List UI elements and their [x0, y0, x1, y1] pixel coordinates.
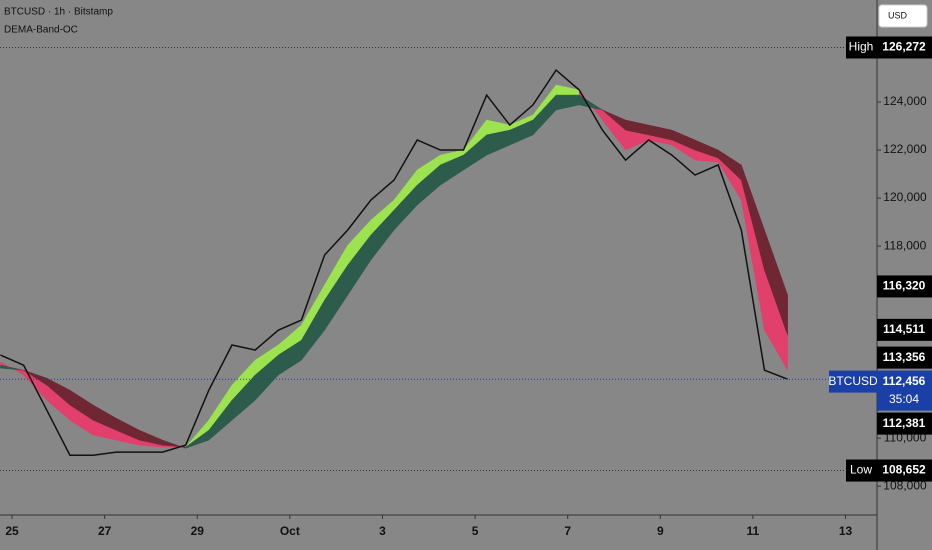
level-name: High: [849, 40, 874, 54]
level-name: Low: [850, 463, 872, 477]
x-tick-label: 11: [747, 524, 760, 538]
x-tick-label: 5: [472, 524, 479, 538]
countdown: 35:04: [889, 392, 919, 406]
price-label: 112,381: [883, 416, 926, 430]
symbol-tag: [829, 370, 877, 393]
indicator-name: DEMA-Band-OC: [4, 25, 78, 36]
symbol-name: BTCUSD: [828, 374, 878, 388]
price-label: 116,320: [883, 279, 926, 293]
current-price: 112,456: [883, 374, 926, 388]
price-label: 108,652: [882, 463, 926, 477]
y-tick-label: 108,000: [883, 478, 927, 492]
price-label-box: [877, 346, 932, 369]
y-tick-label: 122,000: [883, 142, 927, 156]
x-tick-label: Oct: [280, 524, 300, 538]
chart-title: BTCUSD · 1h · Bitstamp: [4, 7, 113, 18]
y-tick-label: 118,000: [884, 238, 927, 252]
price-label-box: [877, 36, 932, 59]
band-segment: [555, 94, 580, 111]
y-tick-label: 124,000: [883, 94, 927, 108]
x-tick-label: 9: [657, 524, 664, 538]
price-line: [0, 68, 788, 456]
y-tick-label: 120,000: [883, 190, 927, 204]
x-tick-label: 3: [379, 524, 386, 538]
currency-button[interactable]: [878, 4, 928, 28]
x-tick-label: 7: [564, 524, 571, 538]
price-axis: [877, 0, 932, 550]
price-label-box: [877, 459, 932, 482]
price-label: 113,356: [883, 350, 926, 364]
price-label: 126,272: [882, 40, 926, 54]
x-tick-label: 13: [839, 524, 853, 538]
current-box: [877, 370, 932, 411]
x-tick-label: 29: [191, 524, 205, 538]
band-segment: [0, 364, 24, 371]
price-label-box: [877, 275, 932, 298]
band-segment: [185, 429, 210, 449]
x-tick-label: 25: [5, 524, 19, 538]
band-segment: [579, 94, 603, 111]
level-tag: [846, 459, 877, 482]
price-label: 114,511: [883, 322, 925, 336]
currency[interactable]: USD: [888, 10, 908, 20]
band-segment: [764, 229, 788, 336]
price-label-box: [877, 412, 932, 435]
price-label-box: [877, 318, 932, 341]
level-tag: [846, 36, 877, 59]
x-tick-label: 27: [98, 524, 112, 538]
